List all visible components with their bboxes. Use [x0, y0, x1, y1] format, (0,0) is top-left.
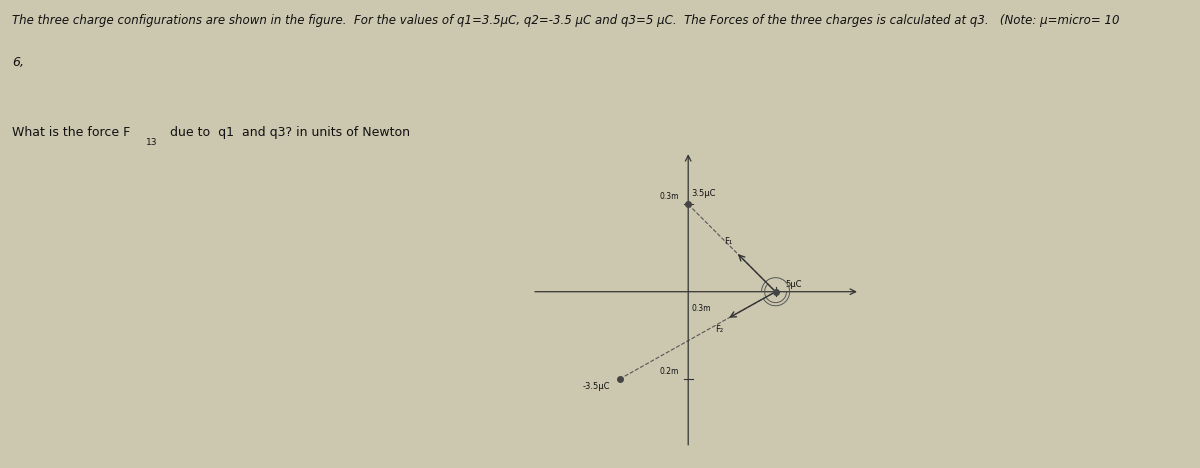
- Text: 13: 13: [146, 138, 158, 147]
- Text: -3.5μC: -3.5μC: [583, 382, 611, 391]
- Text: 5μC: 5μC: [785, 279, 802, 289]
- Text: 0.3m: 0.3m: [691, 304, 710, 313]
- Text: F₁: F₁: [725, 237, 733, 246]
- Text: F₂: F₂: [715, 325, 724, 335]
- Text: 6,: 6,: [12, 56, 24, 69]
- Text: due to  q1  and q3? in units of Newton: due to q1 and q3? in units of Newton: [166, 126, 409, 139]
- Text: 0.2m: 0.2m: [660, 367, 679, 376]
- Text: What is the force F: What is the force F: [12, 126, 131, 139]
- Text: 3.5μC: 3.5μC: [691, 189, 716, 198]
- Text: 0.3m: 0.3m: [659, 192, 679, 201]
- Text: The three charge configurations are shown in the figure.  For the values of q1=3: The three charge configurations are show…: [12, 14, 1120, 27]
